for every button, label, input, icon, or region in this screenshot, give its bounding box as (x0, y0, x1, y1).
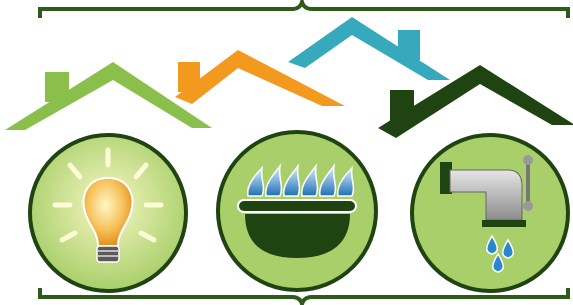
valve-knob (523, 201, 533, 211)
roof-dark-green (378, 65, 573, 138)
top-bracket (40, 2, 568, 18)
roof-orange (175, 50, 345, 106)
water-icon (412, 135, 568, 291)
spout (482, 220, 526, 227)
roof (288, 17, 450, 80)
gas-icon (218, 132, 376, 290)
illustration (0, 0, 573, 305)
electricity-icon (30, 135, 186, 291)
page: (() => { const data = JSON.parse(documen… (0, 0, 573, 305)
roof-teal (288, 17, 450, 80)
burner-rim (238, 200, 356, 212)
bulb-base (97, 246, 119, 262)
valve-knob (523, 155, 533, 165)
roof (175, 50, 345, 106)
